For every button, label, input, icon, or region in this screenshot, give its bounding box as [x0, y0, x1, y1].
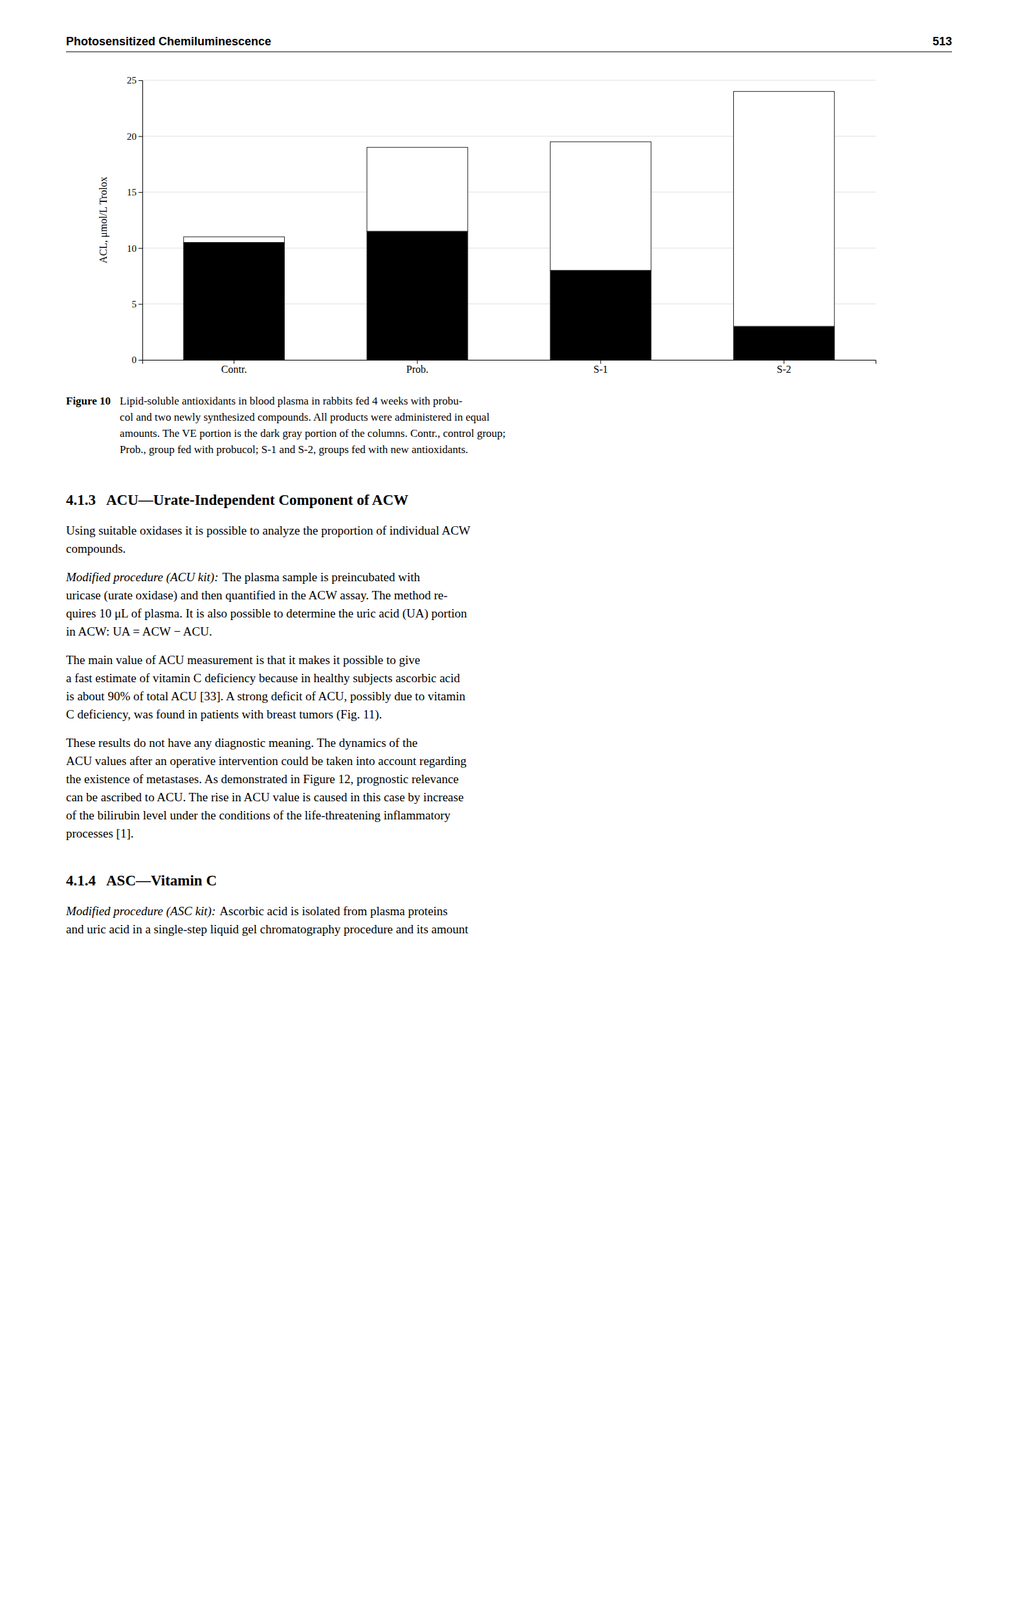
- x-tick-mark: [783, 359, 785, 364]
- grid: [142, 80, 876, 360]
- y-tick: 25: [126, 75, 143, 86]
- paragraph-line: is about 90% of total ACU [33]. A strong…: [66, 689, 466, 703]
- body-text: 4.1.3 ACU—Urate-Independent Component of…: [65, 491, 471, 936]
- x-tick: Contr.: [221, 359, 248, 375]
- paragraph-line: Ascorbic acid is isolated from plasma pr…: [219, 904, 448, 918]
- grid-line: [142, 80, 876, 81]
- x-tick-mark: [233, 359, 235, 364]
- paragraph-line: ACU values after an operative interventi…: [66, 753, 467, 768]
- axis-domain: [143, 360, 877, 365]
- section-heading: 4.1.3 ACU—Urate-Independent Component of…: [66, 491, 409, 509]
- y-tick: 20: [126, 131, 143, 142]
- x-tick-mark: [416, 359, 418, 364]
- paragraph-line: The main value of ACU measurement is tha…: [66, 652, 421, 667]
- caption-line: Prob., group fed with probucol; S-1 and …: [119, 443, 468, 456]
- paragraph-lead: Modified procedure (ASC kit):: [65, 904, 216, 919]
- caption-line: Lipid-soluble antioxidants in blood plas…: [119, 394, 463, 408]
- x-tick: Prob.: [406, 359, 429, 375]
- y-tick: 15: [126, 187, 143, 198]
- caption: Figure 10 Lipid-soluble antioxidants in b…: [66, 394, 506, 456]
- caption-line: col and two newly synthesized compounds.…: [119, 410, 490, 424]
- bar: [550, 270, 652, 360]
- bar: [733, 326, 835, 360]
- paragraph-line: The plasma sample is preincubated with: [222, 570, 421, 584]
- y-tick-mark: [138, 80, 143, 81]
- paragraph-line: C deficiency, was found in patients with…: [66, 707, 382, 722]
- bar: [366, 147, 468, 232]
- y-axis: 0 5 10 15 20 25: [126, 75, 144, 366]
- bar-series: [183, 91, 835, 327]
- bar: [366, 231, 468, 360]
- y-tick-label: 10: [126, 243, 137, 254]
- chart: 0 5 10 15 20 25 Contr. Prob. S-1 S-2 ACL, μmol/L T…: [97, 75, 877, 375]
- bar: [183, 242, 285, 360]
- paragraph-line: processes [1].: [66, 826, 134, 841]
- paragraph-line: in ACW: UA = ACW − ACU.: [66, 624, 213, 639]
- x-tick-label: Contr.: [221, 363, 248, 375]
- bar: [733, 91, 835, 327]
- x-tick-label: S-2: [776, 363, 791, 375]
- paragraph-line: quires 10 μL of plasma. It is also possi…: [66, 606, 468, 621]
- paragraph-line: the existence of metastases. As demonstr…: [66, 772, 459, 786]
- y-tick-label: 0: [132, 354, 138, 366]
- y-tick: 5: [132, 298, 144, 310]
- y-tick-mark: [138, 135, 143, 137]
- y-tick-mark: [138, 359, 143, 361]
- x-axis: Contr. Prob. S-1 S-2: [143, 359, 877, 375]
- header-rule: [66, 51, 952, 52]
- bar: [183, 236, 285, 243]
- y-tick-mark: [138, 192, 143, 193]
- y-tick-label: 15: [126, 187, 137, 198]
- caption-line: amounts. The VE portion is the dark gray…: [119, 427, 506, 440]
- paragraph-line: can be ascribed to ACU. The rise in ACU …: [66, 790, 464, 804]
- bars: [183, 91, 835, 360]
- bar: [550, 141, 652, 271]
- paragraph-line: These results do not have any diagnostic…: [66, 735, 418, 750]
- y-tick: 10: [126, 243, 143, 254]
- y-tick-label: 5: [132, 298, 138, 310]
- y-axis-title: ACL, μmol/L Trolox: [97, 176, 110, 264]
- x-tick-label: Prob.: [406, 363, 429, 375]
- y-tick-mark: [138, 247, 143, 249]
- axis-domain: [138, 80, 144, 361]
- header-right: 513: [932, 34, 952, 48]
- x-tick: S-1: [593, 359, 608, 375]
- caption-label: Figure 10: [66, 394, 111, 408]
- y-tick: 0: [132, 354, 144, 366]
- paragraph-line: Using suitable oxidases it is possible t…: [66, 523, 471, 538]
- y-tick-mark: [138, 304, 143, 305]
- y-tick-label: 20: [126, 131, 137, 142]
- y-tick-label: 25: [126, 75, 137, 86]
- paragraph-line: a fast estimate of vitamin C deficiency …: [66, 671, 461, 685]
- page: Photosensitized Chemiluminescence 513 0 5 10…: [0, 0, 1018, 1600]
- paragraph-line: of the bilirubin level under the conditi…: [66, 808, 452, 822]
- paragraph-line: and uric acid in a single-step liquid ge…: [66, 922, 469, 936]
- x-tick-label: S-1: [593, 363, 608, 375]
- paragraph-line: compounds.: [66, 541, 126, 556]
- paragraph-line: uricase (urate oxidase) and then quantif…: [66, 588, 448, 603]
- paragraph-lead: Modified procedure (ACU kit):: [65, 570, 219, 585]
- x-tick: S-2: [776, 359, 791, 375]
- x-tick-mark: [600, 359, 602, 364]
- header-left: Photosensitized Chemiluminescence: [66, 34, 272, 48]
- section-heading: 4.1.4 ASC—Vitamin C: [66, 872, 217, 889]
- page-header: Photosensitized Chemiluminescence 513: [66, 34, 952, 52]
